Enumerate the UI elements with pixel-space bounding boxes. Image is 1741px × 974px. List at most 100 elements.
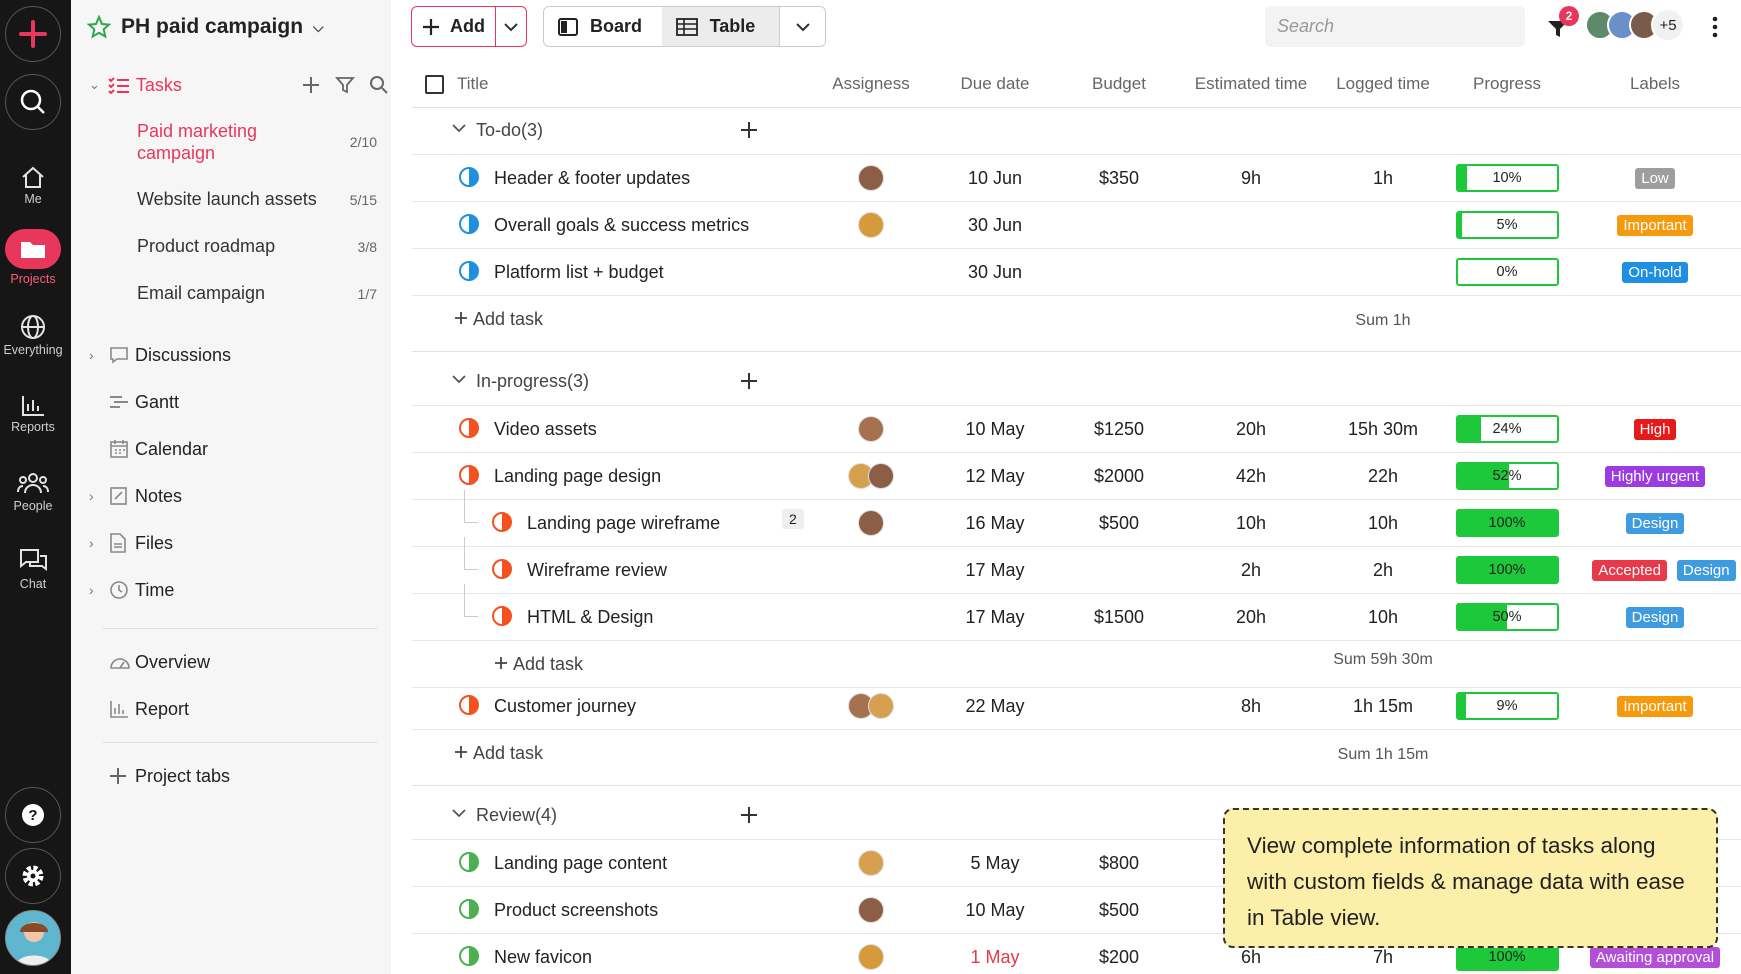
column-labels[interactable]: Labels: [1629, 74, 1681, 93]
est-cell[interactable]: 42h: [1235, 465, 1267, 486]
label-badge[interactable]: Important: [1617, 695, 1693, 717]
est-cell[interactable]: 20h: [1235, 606, 1267, 627]
est-cell[interactable]: 8h: [1240, 695, 1262, 716]
task-title[interactable]: Landing page design: [494, 466, 662, 486]
task-title[interactable]: New favicon: [494, 947, 593, 967]
add-task-button[interactable]: Add task: [454, 309, 543, 330]
logged-cell[interactable]: 1h 15m: [1352, 695, 1414, 716]
task-title[interactable]: Platform list + budget: [494, 262, 664, 282]
help-button[interactable]: ?: [5, 787, 61, 843]
nav-time[interactable]: › Time: [89, 579, 175, 600]
task-title[interactable]: Product screenshots: [494, 900, 659, 920]
chevron-down-icon[interactable]: [452, 805, 466, 821]
est-cell[interactable]: 6h: [1240, 946, 1262, 967]
est-cell[interactable]: [1181, 249, 1321, 295]
settings-button[interactable]: [5, 848, 61, 904]
labels-cell[interactable]: Design: [1569, 500, 1741, 546]
task-title[interactable]: Video assets: [494, 419, 597, 439]
budget-cell[interactable]: $350: [1098, 167, 1140, 188]
label-badge[interactable]: Design: [1625, 606, 1685, 628]
task-list-item[interactable]: Paid marketing campaign 2/10: [137, 121, 377, 163]
due-cell[interactable]: 17 May: [965, 606, 1025, 627]
group-header[interactable]: To-do(3): [412, 108, 1741, 155]
add-task-icon[interactable]: [740, 806, 758, 829]
est-cell[interactable]: [1181, 202, 1321, 248]
assignees-cell[interactable]: [809, 202, 933, 248]
budget-cell[interactable]: [1057, 547, 1181, 593]
label-badge[interactable]: Low: [1635, 167, 1675, 189]
labels-cell[interactable]: Important: [1569, 202, 1741, 248]
logged-cell[interactable]: 22h: [1367, 465, 1399, 486]
column-title[interactable]: Title: [457, 74, 489, 93]
group-header[interactable]: In-progress(3): [412, 359, 1741, 406]
chevron-right-icon[interactable]: ›: [89, 347, 94, 363]
label-badge[interactable]: Design: [1676, 559, 1736, 581]
status-icon[interactable]: [459, 214, 479, 234]
add-button[interactable]: Add: [412, 7, 495, 46]
status-icon[interactable]: [492, 559, 512, 579]
rail-people[interactable]: People: [0, 456, 66, 526]
assignees-cell[interactable]: [809, 155, 933, 201]
labels-cell[interactable]: Accepted Design: [1569, 547, 1741, 593]
filter-button[interactable]: 2: [1545, 6, 1579, 42]
column-progress[interactable]: Progress: [1472, 74, 1542, 93]
status-icon[interactable]: [459, 899, 479, 919]
add-icon[interactable]: [301, 75, 321, 95]
table-view-tab[interactable]: Table: [661, 7, 780, 46]
more-options-button[interactable]: [1707, 14, 1723, 40]
rail-everything[interactable]: Everything: [0, 300, 66, 370]
table-row[interactable]: Header & footer updates 10 Jun $350 9h 1h 10%…: [412, 155, 1741, 202]
budget-cell[interactable]: [1057, 249, 1181, 295]
labels-cell[interactable]: High: [1569, 406, 1741, 452]
due-cell[interactable]: 5 May: [970, 852, 1020, 873]
status-icon[interactable]: [459, 167, 479, 187]
assignees-cell[interactable]: [809, 406, 933, 452]
task-title[interactable]: Landing page content: [494, 853, 668, 873]
rail-chat[interactable]: Chat: [0, 534, 66, 604]
global-search-button[interactable]: [5, 74, 61, 130]
logged-cell[interactable]: 7h: [1372, 946, 1394, 967]
column-logged-time[interactable]: Logged time: [1336, 74, 1430, 93]
table-row[interactable]: Product screenshots 10 May $500: [412, 887, 1741, 934]
due-cell[interactable]: 16 May: [965, 512, 1025, 533]
assignees-cell[interactable]: [809, 547, 933, 593]
labels-cell[interactable]: Highly urgent: [1569, 453, 1741, 499]
group-header[interactable]: Review(4): [412, 793, 1741, 840]
search-icon[interactable]: [369, 75, 389, 95]
column-assignees[interactable]: Assigness: [832, 74, 910, 93]
table-row[interactable]: New favicon 1 May $200 6h 7h 100% Awaiting app…: [412, 934, 1741, 974]
label-badge[interactable]: Awaiting approval: [1589, 946, 1721, 968]
table-row[interactable]: Landing page wireframe 2 16 May $500 10h 10h 1…: [412, 490, 1741, 547]
status-icon[interactable]: [459, 852, 479, 872]
assignees-cell[interactable]: [809, 594, 933, 640]
due-cell[interactable]: 1 May: [970, 946, 1020, 967]
chevron-down-icon[interactable]: [452, 371, 466, 387]
task-title[interactable]: Overall goals & success metrics: [494, 215, 750, 235]
task-title[interactable]: Header & footer updates: [494, 168, 691, 188]
chevron-right-icon[interactable]: ›: [89, 582, 94, 598]
due-cell[interactable]: 10 May: [965, 899, 1025, 920]
est-cell[interactable]: 20h: [1235, 418, 1267, 439]
status-icon[interactable]: [492, 606, 512, 626]
budget-cell[interactable]: $1250: [1093, 418, 1145, 439]
table-row[interactable]: Overall goals & success metrics 30 Jun 5% I…: [412, 202, 1741, 249]
assignees-cell[interactable]: [809, 683, 933, 729]
select-all-checkbox[interactable]: [424, 60, 444, 108]
status-icon[interactable]: [459, 465, 479, 485]
chevron-right-icon[interactable]: ›: [89, 488, 94, 504]
create-button[interactable]: [5, 6, 61, 62]
tasks-section[interactable]: ⌄ Tasks: [89, 70, 389, 100]
user-avatar[interactable]: [5, 910, 61, 966]
logged-cell[interactable]: 2h: [1372, 559, 1394, 580]
due-cell[interactable]: 30 Jun: [967, 214, 1023, 235]
label-badge[interactable]: High: [1633, 418, 1677, 440]
logged-cell[interactable]: 10h: [1367, 606, 1399, 627]
board-view-tab[interactable]: Board: [544, 7, 662, 46]
members-avatars[interactable]: +5: [1585, 8, 1691, 44]
view-dropdown-button[interactable]: [779, 7, 825, 46]
nav-report[interactable]: Report: [89, 694, 189, 724]
logged-cell[interactable]: [1321, 249, 1445, 295]
due-cell[interactable]: 12 May: [965, 465, 1025, 486]
add-task-button[interactable]: Add task: [454, 743, 543, 764]
est-cell[interactable]: 9h: [1240, 167, 1262, 188]
